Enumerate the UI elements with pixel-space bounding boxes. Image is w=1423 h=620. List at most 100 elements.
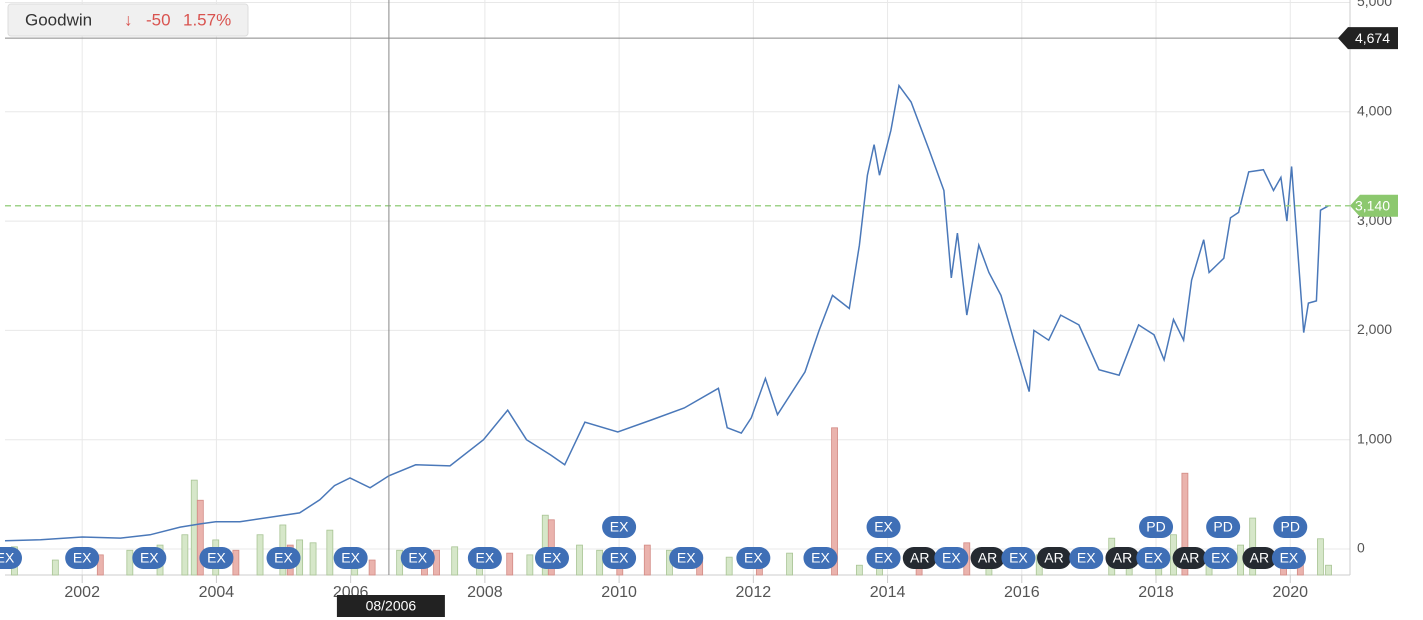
x-tick-label: 2014 (870, 584, 906, 601)
event-label: EX (1280, 550, 1299, 566)
event-badge (467, 547, 502, 569)
event-flag: EX (0, 547, 22, 569)
volume-bar (576, 544, 583, 576)
y-tick-label: 2,000 (1357, 321, 1392, 337)
y-tick-label: 5,000 (1357, 0, 1392, 9)
event-label: EX (610, 519, 629, 535)
event-flag: EX (803, 547, 838, 569)
event-flag: EX (866, 516, 901, 538)
event-label: AR (1180, 550, 1199, 566)
event-badge (1273, 516, 1308, 538)
event-badge (602, 547, 637, 569)
volume-bar (506, 552, 514, 576)
y-tick-label: 1,000 (1357, 430, 1392, 446)
event-flag: EX (602, 547, 637, 569)
event-flag: EX (132, 547, 167, 569)
event-flag: EX (866, 547, 901, 569)
event-label: EX (677, 550, 696, 566)
event-badge (803, 547, 838, 569)
volume-bar (256, 534, 264, 576)
event-badge (1069, 547, 1104, 569)
event-label: AR (1044, 550, 1063, 566)
event-label: AR (1113, 550, 1132, 566)
event-flag: PD (1139, 516, 1174, 538)
plot: 2002 2004 2006 2008 2010 2012 2014 2016 2018 2020… (0, 0, 1398, 617)
x-tick-label: 2004 (199, 584, 235, 601)
crosshair-x-tag (336, 595, 445, 617)
event-flag: EX (736, 547, 771, 569)
event-badge (199, 547, 234, 569)
crosshair-y-label: 4,674 (1355, 30, 1390, 46)
event-flag: EX (1069, 547, 1104, 569)
volume-bar (232, 549, 240, 576)
crosshair-x-label: 08/2006 (366, 598, 417, 614)
x-tick-label: 2010 (601, 584, 637, 601)
x-tick-label: 2018 (1138, 584, 1174, 601)
volume-bar (1317, 538, 1324, 576)
event-flag: PD (1273, 516, 1308, 538)
event-label: PD (1146, 519, 1165, 535)
event-label: EX (476, 550, 495, 566)
event-flag: EX (1001, 547, 1036, 569)
event-badge (0, 547, 22, 569)
event-label: AR (978, 550, 997, 566)
volume-bar (451, 546, 459, 576)
x-tick-label: 2020 (1272, 584, 1308, 601)
last-price-tag (1350, 194, 1398, 217)
x-tick-label: 2016 (1004, 584, 1040, 601)
event-label: EX (1144, 550, 1163, 566)
event-badge (1001, 547, 1036, 569)
volume-bar (786, 552, 793, 576)
event-badge (970, 547, 1005, 569)
event-badge (602, 516, 637, 538)
volume-bar (643, 544, 651, 576)
x-tick-label: 2002 (64, 584, 100, 601)
event-badge (1136, 547, 1171, 569)
volume-bar (96, 554, 104, 576)
change-pct: 1.57% (183, 10, 231, 29)
volume-bar (126, 549, 134, 576)
header-box (7, 3, 249, 37)
event-flag: PD (1206, 516, 1241, 538)
event-label: AR (910, 550, 929, 566)
event-badge (1037, 547, 1072, 569)
event-badge (934, 547, 969, 569)
event-label: EX (73, 550, 92, 566)
y-tick-label: 0 (1357, 540, 1365, 556)
volume-bar (196, 499, 204, 576)
event-badge (534, 547, 569, 569)
volume-bar (1249, 517, 1257, 576)
volume-bar (309, 542, 317, 576)
event-badge (669, 547, 704, 569)
volume-bar (433, 549, 440, 576)
x-tick-label: 2008 (467, 584, 503, 601)
event-badge (866, 547, 901, 569)
event-label: EX (140, 550, 159, 566)
event-flag: EX (1203, 547, 1238, 569)
event-flag: EX (602, 516, 637, 538)
event-flag: AR (970, 547, 1005, 569)
event-flag: EX (1271, 547, 1306, 569)
event-badge (1203, 547, 1238, 569)
event-badge (902, 547, 937, 569)
volume-bar (51, 559, 59, 576)
event-badge (1105, 547, 1140, 569)
event-label: EX (207, 550, 226, 566)
event-badge (65, 547, 100, 569)
event-flag: EX (333, 547, 368, 569)
event-flag: AR (1242, 547, 1277, 569)
event-label: EX (744, 550, 763, 566)
event-label: AR (1250, 550, 1269, 566)
event-badge (736, 547, 771, 569)
event-flag: AR (1037, 547, 1072, 569)
event-flag: EX (65, 547, 100, 569)
event-label: EX (0, 550, 15, 566)
event-badge (1242, 547, 1277, 569)
volume-bar (1181, 472, 1189, 576)
event-flag: AR (1172, 547, 1207, 569)
volume-bar (725, 556, 733, 576)
event-flag: AR (902, 547, 937, 569)
event-label: EX (408, 550, 427, 566)
event-label: EX (610, 550, 629, 566)
